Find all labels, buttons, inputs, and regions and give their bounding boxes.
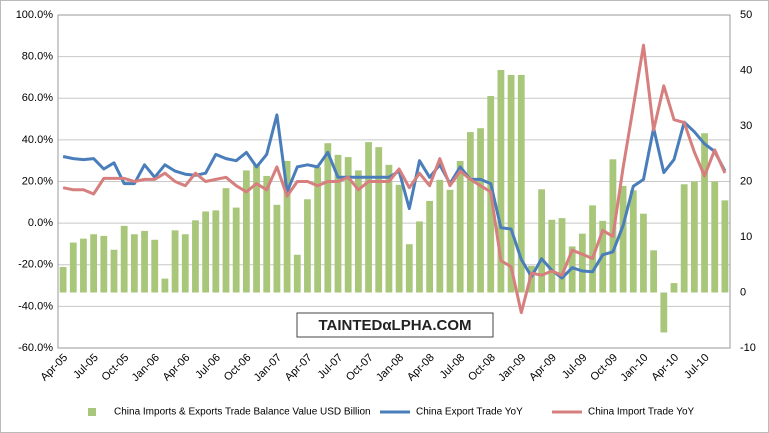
bar — [232, 207, 240, 293]
bar — [578, 233, 586, 293]
bar — [426, 200, 434, 293]
legend-label: China Export Trade YoY — [416, 407, 523, 418]
bar — [59, 266, 67, 293]
bar — [253, 164, 260, 293]
bar — [711, 181, 719, 293]
line — [62, 43, 727, 315]
y-tick-label: 0.0% — [28, 217, 53, 229]
bar — [212, 210, 220, 293]
bar — [405, 244, 413, 293]
bar — [161, 278, 169, 293]
bar — [466, 132, 474, 293]
bar — [171, 230, 179, 293]
bar — [690, 181, 698, 293]
bar — [222, 188, 230, 293]
bar — [670, 283, 678, 293]
bar — [680, 184, 688, 293]
y-tick-label: -40.0% — [18, 300, 53, 312]
bar — [314, 167, 322, 293]
y2-tick-label: 50 — [740, 9, 752, 21]
bar — [721, 200, 729, 293]
bar — [385, 164, 393, 293]
bar — [375, 147, 383, 293]
bar — [629, 190, 637, 293]
bar — [283, 160, 291, 293]
y-tick-label: -60.0% — [18, 342, 53, 354]
y-tick-label: 80.0% — [22, 51, 53, 63]
legend-label: China Imports & Exports Trade Balance Va… — [114, 407, 371, 418]
bar — [660, 292, 668, 333]
bar — [497, 69, 505, 293]
bar — [395, 184, 403, 293]
bar — [324, 143, 332, 293]
bar — [69, 242, 77, 293]
bar — [304, 199, 311, 293]
legend-label: China Import Trade YoY — [588, 407, 695, 418]
bar — [263, 175, 271, 293]
bar — [436, 179, 444, 293]
bar — [589, 205, 596, 293]
bar — [141, 230, 148, 293]
y-tick-label: 20.0% — [22, 175, 53, 187]
bar — [507, 74, 515, 293]
y2-tick-label: 30 — [740, 120, 752, 132]
bar — [100, 235, 108, 293]
bar — [538, 189, 546, 293]
y-tick-label: 60.0% — [22, 92, 53, 104]
y2-tick-label: 0 — [740, 286, 746, 298]
bar — [619, 185, 627, 293]
y2-tick-label: 20 — [740, 175, 752, 187]
logo-box — [296, 312, 494, 338]
bar — [640, 213, 647, 293]
y-tick-label: 40.0% — [22, 134, 53, 146]
bar — [293, 254, 301, 293]
bar — [90, 234, 98, 293]
logo: TAINTEDαLPHA.COM — [318, 317, 471, 334]
bar — [202, 211, 210, 293]
bar — [558, 218, 566, 293]
bar — [334, 154, 342, 293]
y-tick-label: 100.0% — [16, 9, 54, 21]
bar — [151, 239, 159, 293]
marks — [59, 43, 729, 333]
legend-swatch — [88, 408, 96, 416]
bar — [120, 225, 128, 293]
bar — [242, 170, 250, 293]
y-tick-label: -20.0% — [18, 259, 53, 271]
plot-frame — [57, 14, 731, 349]
bar — [548, 219, 556, 293]
bar — [273, 204, 281, 293]
bar — [181, 234, 189, 293]
bar — [344, 157, 352, 293]
grid — [57, 14, 731, 349]
bar — [456, 160, 464, 293]
bar — [130, 234, 138, 293]
y2-tick-label: 10 — [740, 231, 752, 243]
bar — [416, 221, 423, 293]
bar — [110, 249, 118, 293]
bar — [354, 170, 362, 293]
bar — [477, 128, 484, 293]
bar — [517, 74, 525, 293]
bar — [80, 238, 87, 293]
bar — [192, 220, 199, 293]
bar — [701, 133, 708, 293]
bar — [446, 189, 454, 293]
bar — [650, 250, 658, 293]
bar — [365, 142, 372, 293]
bar — [609, 159, 617, 293]
y2-tick-label: 40 — [740, 64, 752, 76]
y2-tick-label: -10 — [740, 342, 756, 354]
